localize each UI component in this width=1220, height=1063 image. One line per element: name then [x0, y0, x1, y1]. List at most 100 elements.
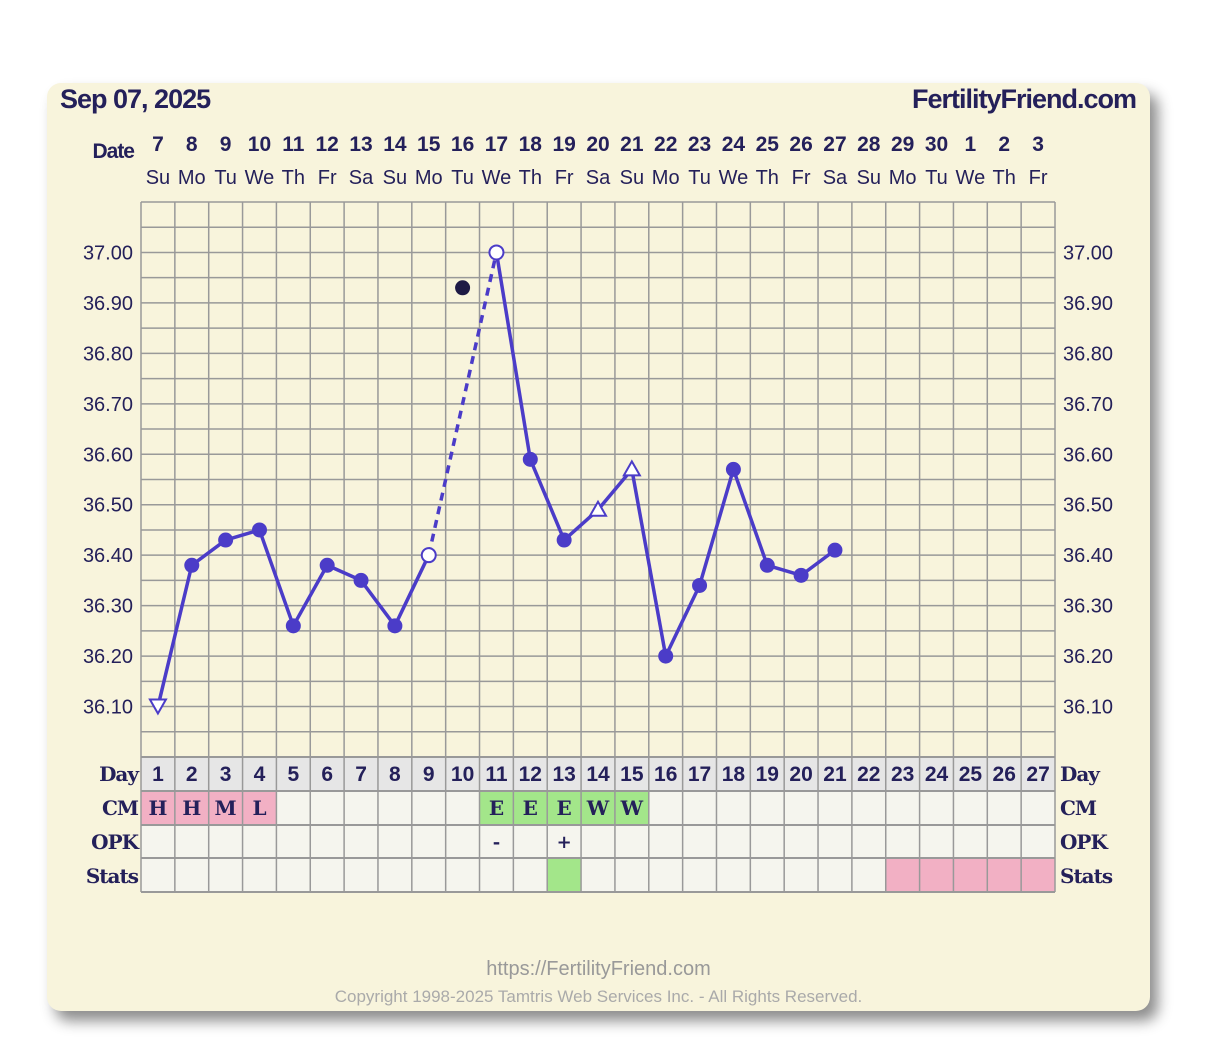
weekday-label: Tu — [451, 167, 474, 189]
day-cell — [614, 757, 649, 791]
day-cell — [885, 757, 920, 791]
cm-cell — [276, 791, 311, 825]
y-tick-left: 36.30 — [83, 596, 133, 618]
day-number: 27 — [1026, 763, 1049, 786]
weekday-label: Th — [993, 167, 1016, 189]
opk-cell — [445, 825, 480, 858]
stats-cell — [581, 858, 615, 892]
weekday-label: Sa — [349, 167, 374, 189]
day-cell — [377, 757, 412, 791]
date-label: 14 — [383, 133, 407, 156]
date-label: 15 — [417, 133, 441, 156]
y-tick-right: 36.90 — [1063, 293, 1113, 315]
opk-cell — [682, 825, 717, 858]
weekday-label: Tu — [214, 167, 237, 189]
weekday-label: Th — [519, 167, 542, 189]
cm-cell — [513, 791, 548, 825]
day-number: 24 — [925, 763, 949, 786]
cm-cell — [242, 791, 277, 825]
day-cell — [784, 757, 819, 791]
row-label-right-opk: OPK — [1060, 830, 1108, 854]
opk-cell — [310, 825, 345, 858]
weekday-label: We — [245, 167, 275, 189]
date-label: 13 — [349, 133, 372, 156]
stats-cell — [174, 858, 209, 892]
y-tick-left: 36.60 — [83, 444, 133, 466]
day-cell — [1021, 757, 1055, 791]
opk-cell — [987, 825, 1022, 858]
temp-point — [759, 557, 775, 573]
date-label: 8 — [186, 133, 198, 156]
y-tick-right: 37.00 — [1063, 242, 1113, 264]
opk-cell — [141, 825, 175, 858]
cm-cell — [174, 791, 209, 825]
cm-cell — [851, 791, 886, 825]
date-label: 19 — [552, 133, 575, 156]
day-number: 18 — [722, 763, 746, 786]
cm-cell — [818, 791, 852, 825]
cm-cell — [445, 791, 480, 825]
opk-cell — [818, 825, 852, 858]
date-label: 3 — [1032, 133, 1044, 156]
day-cell — [716, 757, 751, 791]
day-number: 22 — [857, 763, 880, 786]
day-number: 10 — [451, 763, 474, 786]
weekday-label: Mo — [652, 167, 680, 189]
date-label: 30 — [925, 133, 948, 156]
date-label: 25 — [756, 133, 780, 156]
temp-segment — [494, 252, 533, 460]
footer-copyright: Copyright 1998-2025 Tamtris Web Services… — [334, 987, 863, 1006]
day-cell — [818, 757, 852, 791]
weekday-label: We — [956, 167, 986, 189]
day-number: 13 — [552, 763, 575, 786]
cm-value: M — [215, 796, 237, 820]
opk-cell — [750, 825, 785, 858]
day-number: 6 — [321, 763, 333, 786]
y-tick-right: 36.20 — [1063, 646, 1113, 668]
stats-cell — [1021, 858, 1055, 892]
day-number: 5 — [287, 763, 299, 786]
opk-cell — [885, 825, 920, 858]
temp-segment — [731, 468, 769, 566]
weekday-label: Sa — [586, 167, 611, 189]
day-number: 26 — [993, 763, 1016, 786]
temp-point — [251, 522, 267, 538]
cm-value: W — [620, 796, 644, 820]
opk-cell — [648, 825, 683, 858]
temp-point — [184, 557, 200, 573]
cm-cell — [750, 791, 785, 825]
opk-cell — [953, 825, 988, 858]
y-tick-right: 36.30 — [1063, 596, 1113, 618]
site-title: FertilityFriend.com — [911, 84, 1137, 114]
weekday-label: Th — [756, 167, 779, 189]
temp-point — [285, 618, 301, 634]
opk-cell — [784, 825, 819, 858]
y-tick-left: 36.80 — [83, 343, 133, 365]
day-number: 12 — [519, 763, 542, 786]
y-tick-right: 36.60 — [1063, 444, 1113, 466]
day-cell — [411, 757, 446, 791]
cm-value: W — [586, 796, 610, 820]
footer-url[interactable]: https://FertilityFriend.com — [486, 958, 711, 980]
stats-cell — [682, 858, 717, 892]
cm-cell — [614, 791, 649, 825]
weekday-label: Su — [146, 167, 170, 189]
opk-cell — [547, 825, 582, 858]
cm-cell — [953, 791, 988, 825]
cm-cell — [784, 791, 819, 825]
y-tick-right: 36.40 — [1063, 545, 1113, 567]
day-cell — [208, 757, 243, 791]
date-label: 7 — [152, 133, 164, 156]
cm-value: L — [252, 796, 266, 820]
opk-cell — [614, 825, 649, 858]
weekday-label: Fr — [318, 167, 337, 189]
cm-cell — [682, 791, 717, 825]
opk-cell — [716, 825, 751, 858]
day-number: 8 — [389, 763, 401, 786]
temp-segment — [697, 468, 736, 586]
y-tick-left: 36.90 — [83, 293, 133, 315]
cm-cell — [648, 791, 683, 825]
day-number: 21 — [823, 763, 847, 786]
temp-point — [387, 618, 403, 634]
weekday-label: Th — [282, 167, 305, 189]
